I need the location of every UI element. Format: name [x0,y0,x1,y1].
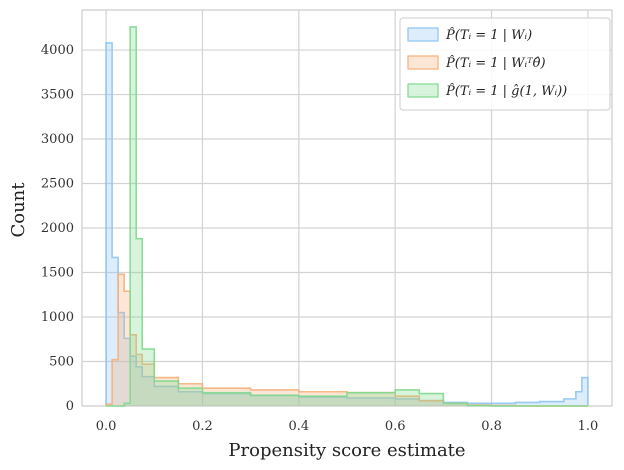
legend-box [399,17,611,111]
histogram-bar [491,403,516,406]
x-axis-title: Propensity score estimate [228,440,465,461]
histogram-bar [106,404,113,406]
histogram-bar [575,391,582,406]
histogram-bar [347,397,396,406]
series-3 [106,26,588,407]
legend-label: P̂(Tᵢ = 1 | ĝ(1, Wᵢ)) [445,83,567,99]
histogram-bar [154,386,179,406]
histogram-bar [130,26,137,406]
legend-swatch [407,83,439,98]
histogram-bar [124,403,131,406]
histogram-bar [202,392,251,406]
y-tick-label: 2000 [41,221,74,236]
histogram-bar [298,397,347,406]
axes: 0 500 1000 1500 2000 2500 3000 3500 4000 0.0 0.2 0.… [41,43,598,434]
histogram-bar [154,377,179,406]
x-tick-label: 0.4 [288,419,309,434]
histogram-bar [136,354,143,406]
histogram-bar [106,42,113,406]
histogram-bar [395,389,420,406]
histogram-bar [443,402,468,406]
histogram-bar [124,338,131,406]
y-tick-label: 0 [66,399,74,414]
histogram-bar [347,392,396,406]
legend-label: P̂(Tᵢ = 1 | Wᵢ) [445,27,532,43]
histogram-bar [298,391,347,406]
y-axis-title: Count [8,182,29,238]
histogram-bar [112,257,119,406]
histogram-bar [136,238,143,406]
histogram-bar [112,359,119,406]
y-tick-label: 4000 [41,43,74,58]
histogram-bar [178,383,203,406]
histogram-bar [142,376,155,406]
y-tick-label: 2500 [41,177,74,192]
y-tick-label: 1000 [41,310,74,325]
histogram-bar [154,381,179,406]
x-tick-label: 0.2 [192,419,213,434]
histogram-bar [124,291,131,406]
histogram-bar [130,334,137,406]
histogram-bar [118,312,125,406]
y-tick-label: 3000 [41,132,74,147]
histogram-bar [298,396,347,406]
histogram-bar [130,356,137,406]
histogram-bar [202,393,251,406]
histogram-bar [347,392,396,406]
histogram-bar [118,274,125,406]
histogram-bar [136,366,143,406]
series-2 [105,273,588,407]
histogram-bar [581,377,588,406]
histogram-bar [178,391,203,406]
x-tick-label: 1.0 [578,419,599,434]
histogram-bar [419,393,444,406]
histogram-bar [443,403,468,406]
series-outline [106,26,588,407]
histogram-bar [395,396,420,406]
histogram-bar [563,398,576,406]
histogram-bar [250,395,299,406]
histogram-bar [142,349,155,406]
histogram-bar [419,400,444,406]
legend-label: P̂(Tᵢ = 1 | Wᵢᵀθ̂) [445,55,546,71]
series-1 [105,42,589,406]
legend-swatch [407,27,439,42]
series-outline [105,42,589,406]
histogram-bar [395,398,420,406]
histogram-bar [443,403,468,406]
histogram-bar [250,395,299,406]
y-tick-label: 1500 [41,266,74,281]
histogram-bar [419,400,444,406]
x-tick-label: 0.8 [481,419,502,434]
x-tick-label: 0.6 [385,419,406,434]
x-tick-label: 0.0 [96,419,117,434]
histogram-bar [515,402,540,406]
legend: P̂(Tᵢ = 1 | Wᵢ) P̂(Tᵢ = 1 | Wᵢᵀθ̂) P̂(Tᵢ =… [399,17,611,111]
legend-swatch [407,55,439,70]
y-tick-label: 3500 [41,88,74,103]
histogram-bar [539,401,564,406]
histogram-bars [105,26,589,407]
histogram-bar [250,389,299,406]
y-tick-label: 500 [49,355,74,370]
histogram-bar [178,388,203,406]
histogram-bar [142,364,155,406]
